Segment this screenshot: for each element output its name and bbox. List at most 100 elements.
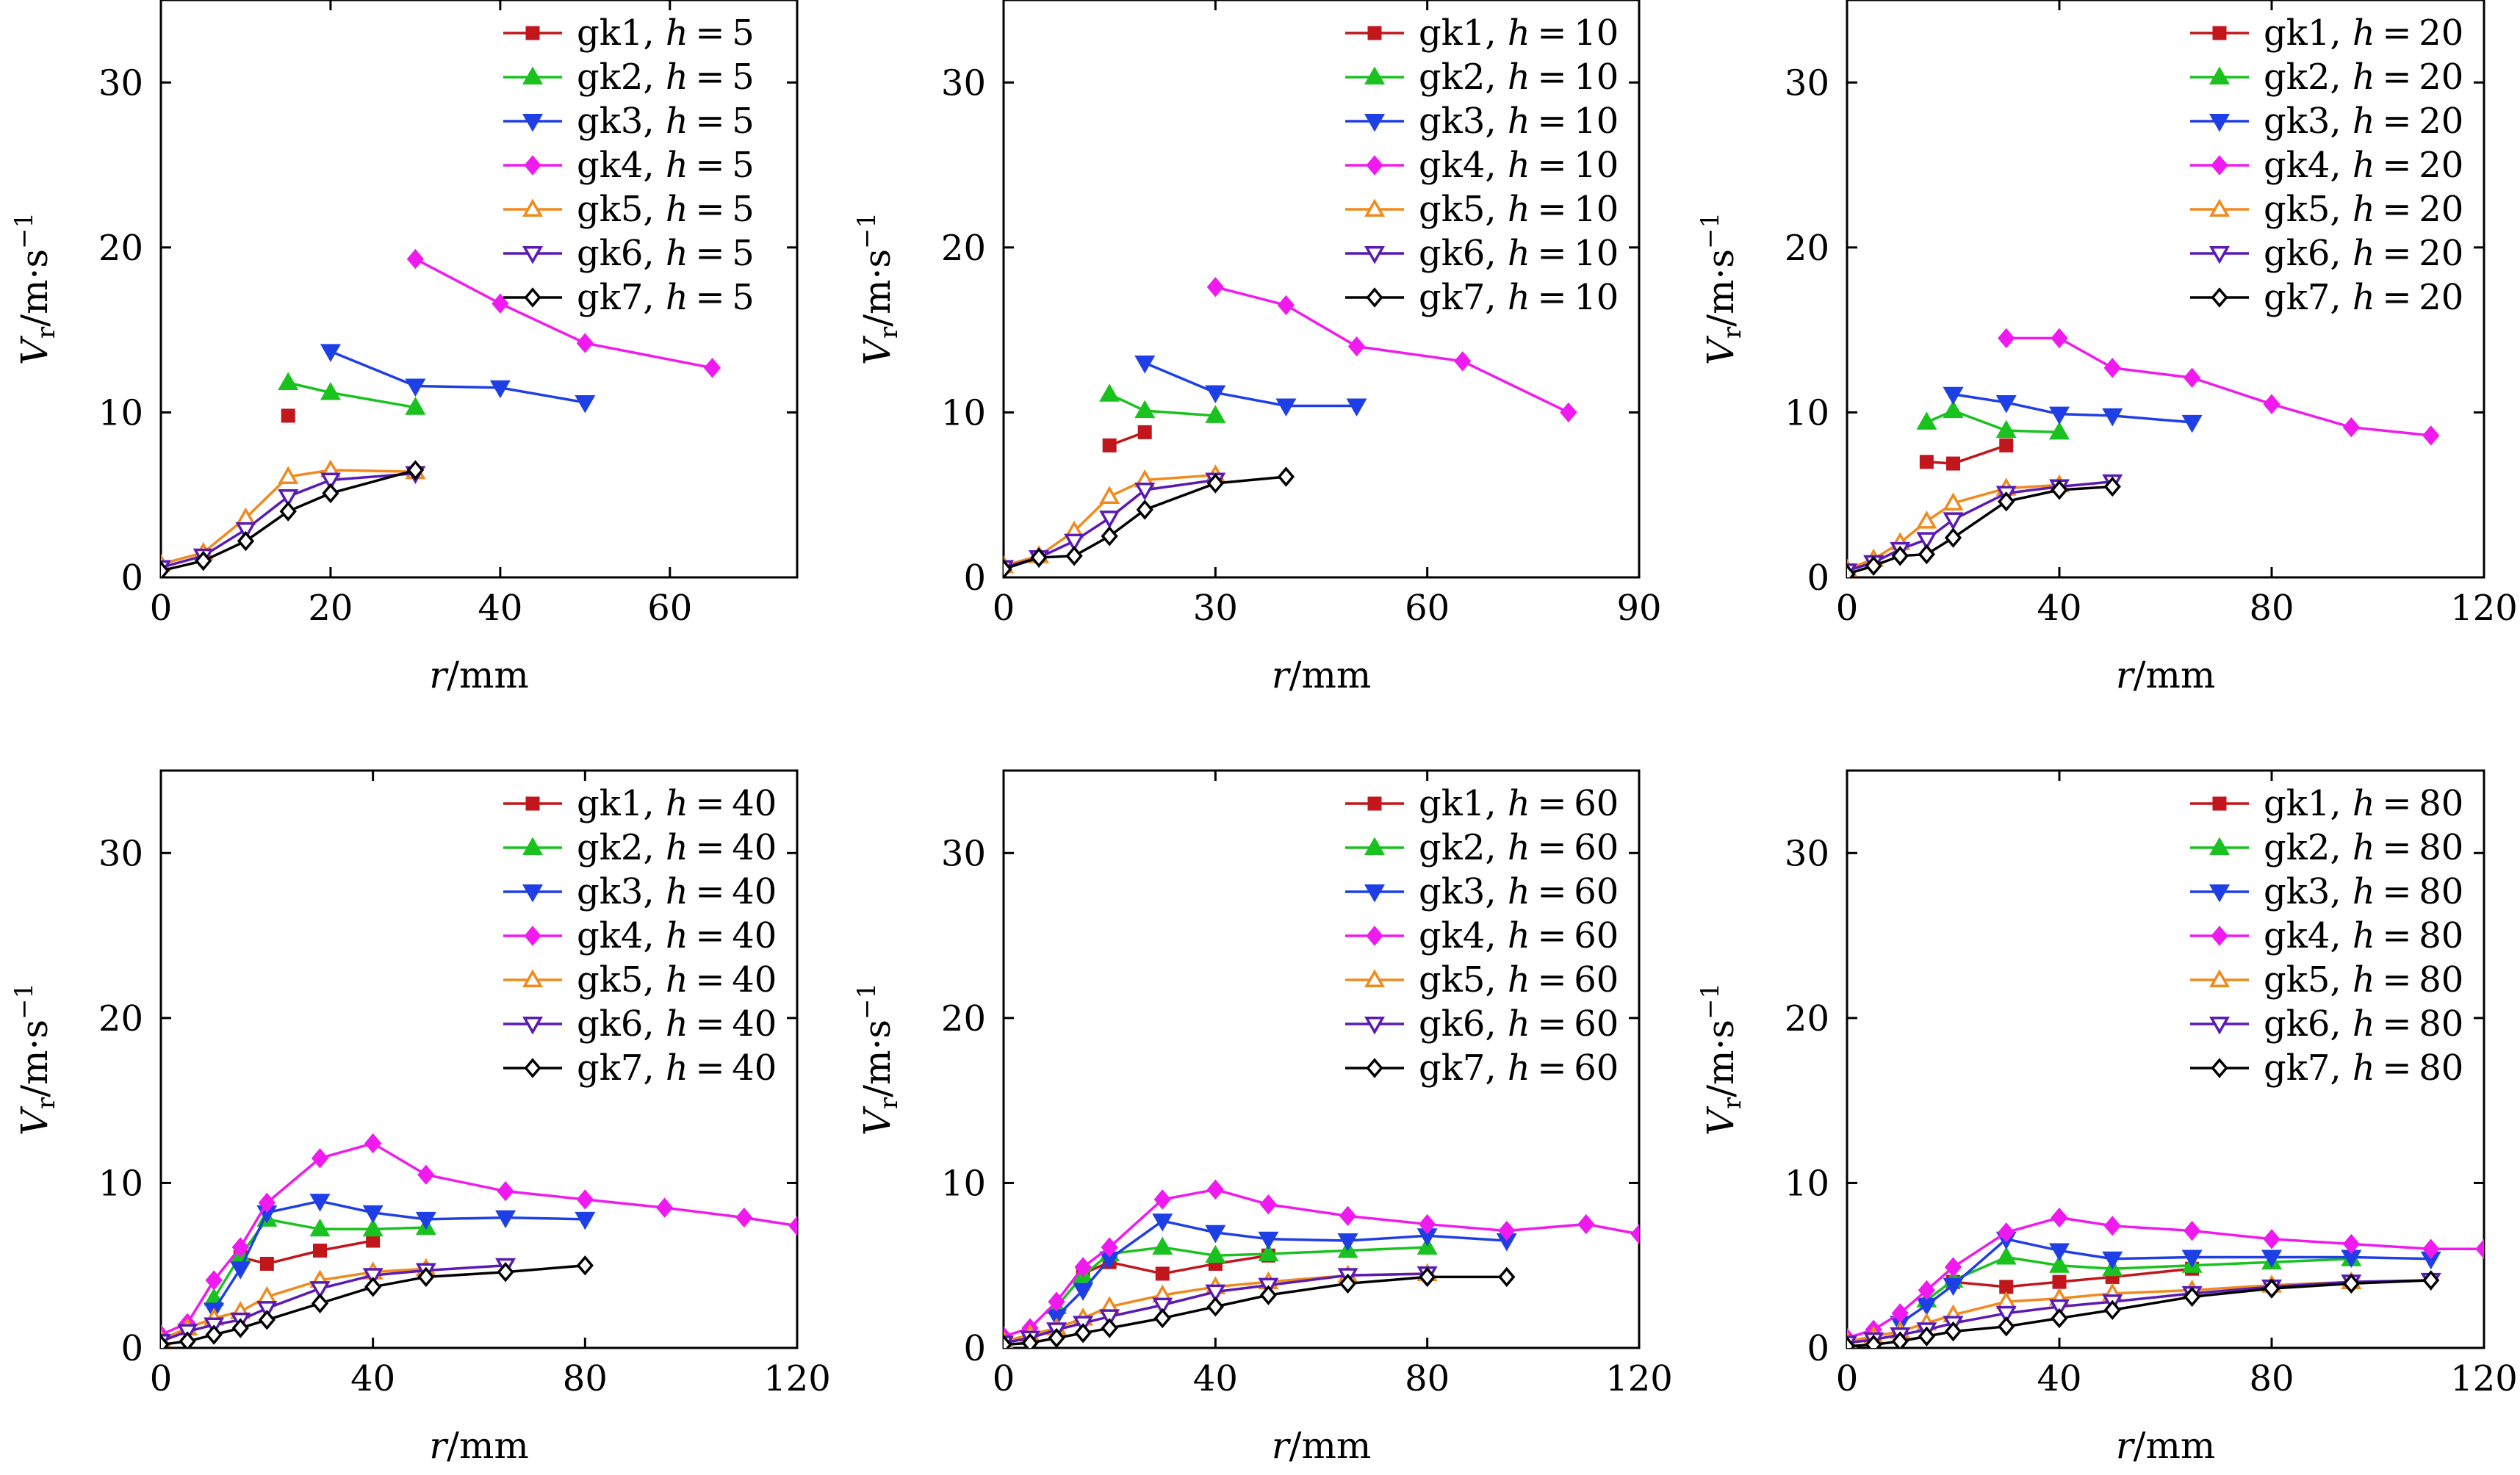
- y-axis-label-exp: −1: [10, 212, 39, 249]
- x-axis-label: r/mm: [2116, 654, 2216, 696]
- y-axis-label-var: V: [1699, 1106, 1742, 1136]
- data-point-gk7: [1101, 1318, 1118, 1338]
- legend-series-name: gk2,: [2264, 57, 2352, 98]
- legend-marker-gk2: [2208, 66, 2231, 84]
- legend-series-name: gk1,: [2264, 12, 2352, 54]
- data-point-gk6: [1205, 1284, 1226, 1303]
- data-point-gk7: [497, 1261, 514, 1283]
- data-point-gk7: [1074, 1323, 1092, 1344]
- y-axis-label-sub: r: [32, 1097, 61, 1109]
- legend-h-value: = 60: [1530, 915, 1619, 956]
- legend-h-var: h: [1508, 233, 1530, 274]
- y-tick-label: 0: [963, 558, 986, 599]
- legend-h-var: h: [666, 1003, 688, 1045]
- legend-label-gk7: gk7, h = 60: [1419, 1047, 1619, 1089]
- data-point-gk7: [1101, 526, 1118, 547]
- data-point-gk3: [1152, 1213, 1173, 1232]
- legend-series-name: gk4,: [577, 145, 666, 186]
- legend-marker-gk5: [522, 198, 544, 217]
- legend-h-value: = 10: [1530, 12, 1619, 54]
- data-point-gk6: [2048, 1299, 2070, 1318]
- legend-h-var: h: [2352, 827, 2375, 868]
- x-tick-label: 40: [2037, 588, 2081, 629]
- legend-h-var: h: [666, 959, 688, 1000]
- legend-series-name: gk5,: [577, 959, 666, 1000]
- legend-label-gk2: gk2, h = 20: [2264, 57, 2463, 98]
- x-tick-label: 40: [350, 1358, 395, 1399]
- series-line-gk2: [1926, 409, 2060, 434]
- legend-series-name: gk3,: [577, 101, 666, 142]
- x-axis-label-var: r: [429, 1424, 449, 1467]
- y-tick-label: 30: [941, 833, 986, 874]
- data-point-gk2: [1134, 400, 1156, 419]
- legend-h-value: = 80: [2375, 871, 2463, 912]
- legend-h-var: h: [2352, 1047, 2375, 1089]
- legend-label-gk1: gk1, h = 10: [1419, 12, 1619, 54]
- legend-marker-gk5: [2208, 198, 2231, 217]
- data-point-gk4: [1454, 351, 1472, 372]
- axes-frame: [159, 769, 799, 1349]
- legend-marker-gk1: [2212, 796, 2227, 811]
- legend-series-name: gk5,: [1419, 959, 1508, 1000]
- legend-label-gk1: gk1, h = 80: [2264, 783, 2463, 824]
- data-point-gk4: [2051, 328, 2068, 349]
- data-point-gk1: [1999, 438, 2014, 452]
- legend-label-gk4: gk4, h = 60: [1419, 915, 1619, 956]
- legend-marker-gk6: [2208, 1017, 2231, 1035]
- data-point-gk4: [258, 1192, 276, 1213]
- data-point-gk7: [1944, 1321, 1962, 1342]
- data-point-gk7: [2263, 1278, 2280, 1299]
- y-axis-label: Vr/m·s−1: [852, 212, 904, 365]
- data-point-gk7: [195, 550, 212, 571]
- legend-series-name: gk1,: [577, 783, 666, 824]
- data-point-gk6: [278, 488, 299, 508]
- data-point-gk2: [362, 1218, 384, 1237]
- legend-label-gk3: gk3, h = 40: [577, 871, 777, 912]
- legend-label-gk5: gk5, h = 80: [2264, 959, 2463, 1000]
- data-point-gk4: [2103, 1216, 2121, 1236]
- legend-h-value: = 20: [2375, 233, 2463, 274]
- data-point-gk4: [1206, 1179, 1224, 1200]
- x-tick-label: 40: [1193, 1358, 1238, 1399]
- data-point-gk2: [405, 397, 426, 415]
- data-point-gk3: [575, 394, 596, 414]
- data-point-gk3: [1943, 386, 1964, 405]
- legend-label-gk5: gk5, h = 20: [2264, 189, 2463, 230]
- y-tick-label: 10: [1785, 392, 1829, 433]
- y-axis-label-unit: /m·s: [13, 249, 56, 327]
- legend-h-value: = 40: [688, 827, 777, 868]
- data-point-gk6: [309, 1281, 331, 1299]
- series-line-gk4: [2006, 336, 2431, 437]
- legend-series-name: gk6,: [577, 1003, 666, 1045]
- data-point-gk7: [237, 530, 255, 552]
- data-point-gk4: [735, 1207, 753, 1228]
- legend-marker-gk6: [522, 1017, 544, 1035]
- data-point-gk2: [309, 1218, 331, 1237]
- data-point-gk6: [1134, 482, 1156, 501]
- x-tick-label: 120: [763, 1358, 831, 1399]
- legend-h-var: h: [666, 233, 688, 274]
- data-point-gk3: [2048, 406, 2070, 425]
- data-point-gk7: [364, 1277, 382, 1297]
- legend-h-value: = 40: [688, 1047, 777, 1089]
- legend-marker-gk2: [522, 66, 544, 84]
- legend-h-value: = 60: [1530, 827, 1619, 868]
- data-point-gk6: [1099, 1309, 1120, 1327]
- y-axis-label: Vr/m·s−1: [1696, 983, 1747, 1136]
- data-point-gk7: [1004, 559, 1012, 577]
- legend-h-var: h: [1508, 277, 1530, 318]
- legend-h-var: h: [666, 101, 688, 142]
- legend-marker-gk4: [2211, 155, 2228, 176]
- legend-marker-gk3: [522, 884, 544, 903]
- legend-h-value: = 60: [1530, 1047, 1619, 1089]
- y-tick-label: 0: [963, 1328, 986, 1369]
- legend-series-name: gk7,: [1419, 277, 1508, 318]
- y-tick-label: 20: [941, 228, 986, 269]
- y-tick-label: 20: [98, 228, 143, 269]
- series-line-gk2: [287, 381, 416, 409]
- data-point-gk1: [1919, 455, 1934, 469]
- legend-h-value: = 60: [1530, 1003, 1619, 1045]
